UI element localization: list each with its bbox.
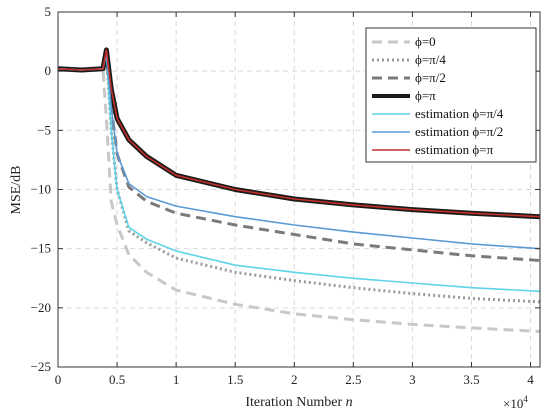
x-tick-label: 0 [55,372,62,387]
legend-label: ϕ=π [415,88,436,103]
legend-label: ϕ=0 [415,34,436,49]
y-tick-label: −10 [31,182,51,197]
x-tick-label: 1.5 [227,372,243,387]
x-tick-label: 3.5 [463,372,479,387]
x-tick-label: 4 [527,372,534,387]
x-multiplier: ×104 [503,394,528,411]
series-line [57,67,541,333]
x-tick-label: 2.5 [345,372,361,387]
series-line [57,49,541,218]
y-tick-label: 5 [45,4,52,19]
x-axis-label: Iteration Number n [245,395,352,410]
y-tick-label: −15 [31,241,51,256]
y-tick-label: −5 [37,122,51,137]
legend-label: estimation ϕ=π/4 [415,106,504,121]
x-tick-label: 1 [173,372,180,387]
legend-label: ϕ=π/4 [415,52,446,67]
legend: ϕ=0 ϕ=π/4 ϕ=π/2 ϕ=π estimation ϕ=π/4 estimati… [365,27,537,163]
x-tick-label: 3 [409,372,416,387]
legend-label: ϕ=π/2 [415,70,446,85]
x-tick-label: 0.5 [109,372,125,387]
y-tick-label: −20 [31,300,51,315]
legend-label: estimation ϕ=π/2 [415,124,503,139]
series-layer [57,47,541,333]
ticks: 0 0.5 1 1.5 2 2.5 3 3.5 4 5 0 −5 −10 −15 −20 −25 [31,4,540,387]
x-tick-label: 2 [291,372,298,387]
y-axis-label: MSE/dB [9,165,24,214]
legend-label: estimation ϕ=π [415,142,494,157]
y-tick-label: 0 [45,63,52,78]
y-tick-label: −25 [31,359,51,374]
